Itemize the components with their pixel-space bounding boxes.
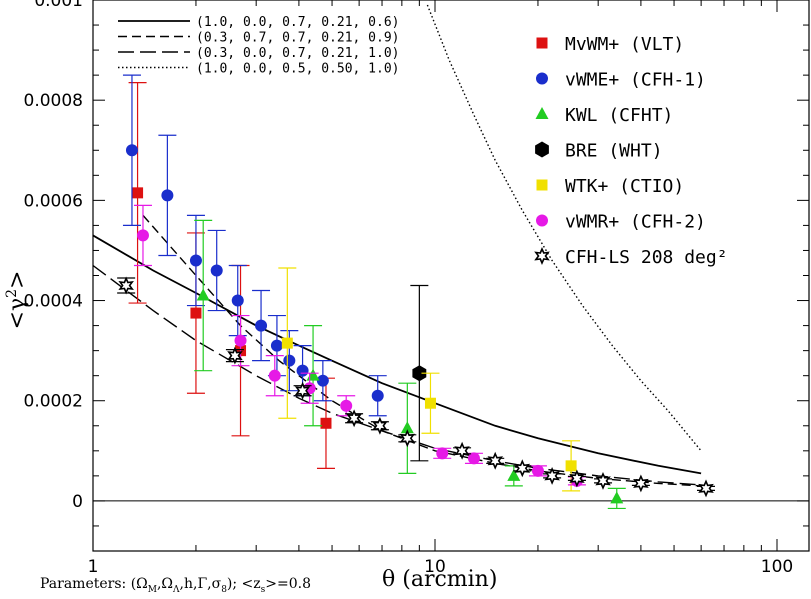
data-point [294,381,311,400]
legend-marker [536,179,548,191]
legend-label: vWME+ (CFH-1) [565,70,706,91]
data-point [132,187,144,199]
series-legend: MvWM+ (VLT) vWME+ (CFH-1) KWL (CFHT) BRE (W… [534,34,728,268]
x-tick-label: 10 [424,557,446,577]
data-point [270,339,283,352]
legend-marker [536,214,548,227]
model-legend: (1.0, 0.0, 0.7, 0.21, 0.6)(0.3, 0.7, 0.7… [118,15,400,77]
legend-marker [534,247,550,265]
series-1 [122,74,387,417]
y-tick-label: 0.0004 [24,292,83,312]
model-curve-longdash [93,264,702,486]
data-point [424,397,436,409]
data-point [565,460,577,472]
data-point [507,468,521,481]
legend-label: vWMR+ (CFH-2) [565,212,706,233]
footer-parameters: Parameters: (ΩM,ΩΛ,h,Γ,σ8); <zs>=0.8 [40,576,311,595]
data-point [231,294,244,307]
legend-label: MvWM+ (VLT) [565,34,684,55]
data-point [118,276,134,295]
data-point [412,365,427,382]
legend-marker [536,37,548,49]
series-6 [117,276,715,498]
y-tick-label: 0.0008 [24,91,83,111]
x-axis-title: θ (arcmin) [382,567,497,592]
data-point [316,374,329,387]
data-point [595,471,611,490]
model-legend-label: (0.3, 0.0, 0.7, 0.21, 1.0) [196,46,400,61]
legend-label: WTK+ (CTIO) [565,176,684,197]
data-series [117,74,715,510]
axis-tick-labels: 1 10 100 0 0.0002 0.0004 0.0006 0.0008 0.001 [24,0,794,577]
series-0 [128,82,335,469]
model-curve-dotted [426,4,702,452]
y-tick-label: 0.0002 [24,392,83,412]
data-point [296,364,309,377]
data-point [210,264,223,277]
data-point [346,409,362,428]
data-point [454,441,470,460]
data-point [281,337,293,349]
model-legend-label: (0.3, 0.7, 0.7, 0.21, 0.9) [196,31,400,46]
y-tick-label: 0.0006 [24,191,83,211]
data-point [227,346,243,365]
legend-marker [536,72,548,85]
data-point [196,288,210,301]
data-point [400,421,414,434]
model-legend-label: (1.0, 0.0, 0.5, 0.50, 1.0) [196,62,400,77]
x-tick-label: 100 [761,557,793,577]
legend-label: KWL (CFHT) [565,105,673,126]
data-point [399,429,416,448]
model-curve-solid [93,234,702,475]
data-point [190,307,202,319]
data-point [234,334,247,347]
data-point [320,417,332,429]
data-point [467,452,480,465]
legend-marker [535,107,549,119]
data-point [531,464,544,477]
data-point [372,416,388,435]
data-point [544,466,560,485]
data-point [514,459,531,478]
legend-label: CFH-LS 208 deg² [565,247,728,268]
series-3 [410,284,429,462]
data-point [569,469,585,488]
series-2 [194,219,626,510]
data-point [610,491,624,504]
x-tick-label: 1 [88,557,99,577]
data-point [189,254,202,267]
axis-ticks [92,0,809,552]
legend-label: BRE (WHT) [565,141,663,162]
data-point [136,229,149,242]
data-point [698,479,714,498]
data-point [487,451,504,470]
data-point [633,474,649,493]
model-legend-label: (1.0, 0.0, 0.7, 0.21, 0.6) [196,15,400,30]
data-point [371,389,384,402]
series-5 [133,204,586,487]
data-point [340,399,353,412]
y-axis-title: <γ2> [4,271,30,330]
data-point [436,447,449,460]
data-point [161,189,174,202]
y-tick-label: 0 [72,492,83,512]
series-4 [278,267,581,492]
data-point [268,369,281,382]
data-point [255,319,268,332]
legend-marker [535,141,549,158]
data-point [125,144,138,157]
data-point [283,354,296,367]
y-tick-label: 0.001 [34,0,83,11]
